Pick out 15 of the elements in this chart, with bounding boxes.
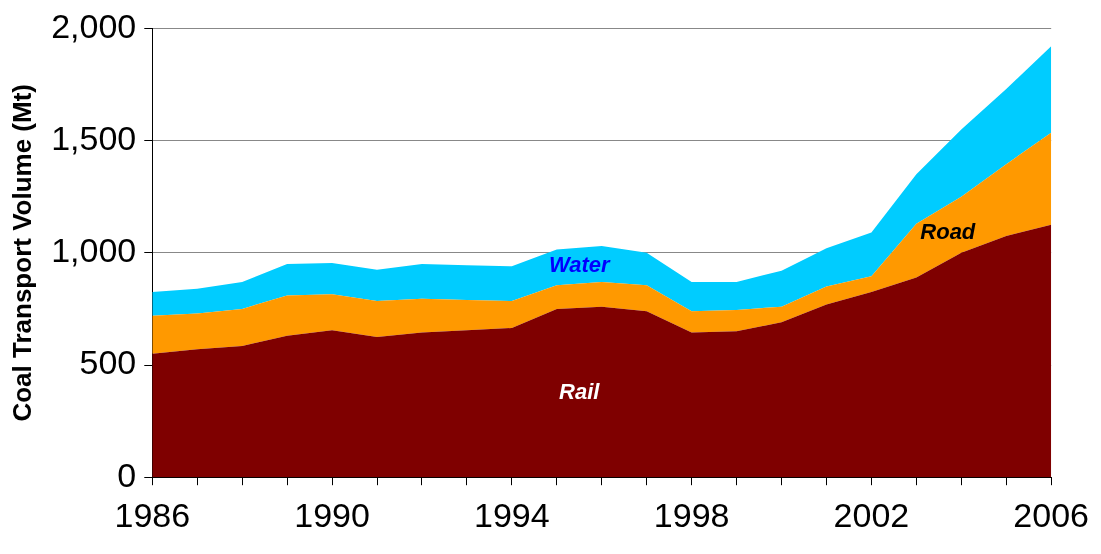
series-label: Rail <box>559 378 601 404</box>
x-tick-label: 1994 <box>474 495 550 534</box>
x-tick-label: 1990 <box>294 495 370 534</box>
y-axis-title: Coal Transport Volume (Mt) <box>6 84 37 422</box>
y-tick-label: 1,000 <box>51 231 137 270</box>
x-tick-label: 2006 <box>1013 495 1089 534</box>
series-label: Water <box>548 251 612 277</box>
y-tick-label: 1,500 <box>51 118 137 157</box>
x-tick-label: 2002 <box>833 495 910 534</box>
x-tick-label: 1986 <box>114 495 191 534</box>
series-label: Road <box>920 218 976 244</box>
x-tick-label: 1998 <box>653 495 730 534</box>
y-tick-label: 2,000 <box>51 6 137 45</box>
y-tick-label: 500 <box>79 343 137 382</box>
y-tick-label: 0 <box>117 455 137 494</box>
